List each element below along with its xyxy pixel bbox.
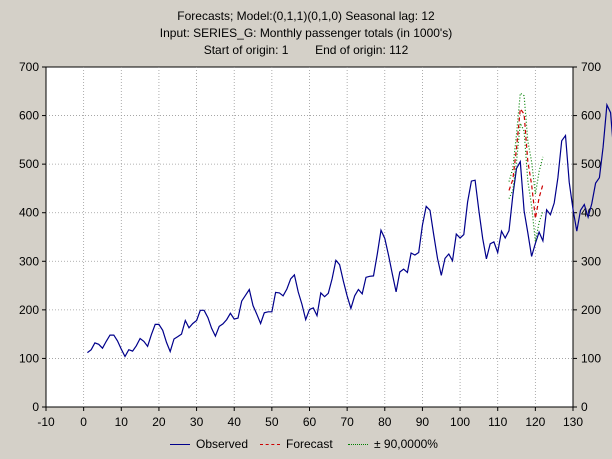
- y-tick-label-left: 400: [19, 206, 39, 220]
- x-tick-label: 100: [450, 415, 470, 429]
- legend-item-interval: ± 90,0000%: [348, 437, 438, 451]
- x-tick-label: 130: [563, 415, 583, 429]
- interval-upper-line: [508, 92, 544, 195]
- x-tick-label: 40: [228, 415, 242, 429]
- x-tick-label: -10: [37, 415, 55, 429]
- y-tick-label-right: 500: [581, 157, 601, 171]
- x-tick-label: 120: [525, 415, 545, 429]
- x-tick-label: 70: [340, 415, 354, 429]
- y-tick-label-left: 700: [19, 60, 39, 74]
- x-tick-label: 90: [416, 415, 430, 429]
- legend-swatch-forecast: [260, 444, 280, 446]
- y-tick-label-right: 300: [581, 254, 601, 268]
- x-tick-label: 0: [80, 415, 87, 429]
- legend-label-forecast: Forecast: [286, 437, 333, 451]
- x-tick-label: 110: [488, 415, 507, 429]
- x-tick-label: 30: [190, 415, 204, 429]
- y-tick-label-right: 0: [581, 400, 588, 414]
- legend-item-observed: Observed: [170, 437, 248, 451]
- y-tick-label-right: 100: [581, 351, 601, 365]
- x-tick-label: 10: [115, 415, 129, 429]
- observed-series-line: [87, 102, 612, 358]
- y-tick-label-left: 200: [19, 303, 39, 317]
- chart-title-line-1: Forecasts; Model:(0,1,1)(0,1,0) Seasonal…: [177, 9, 435, 23]
- x-tick-label: 60: [303, 415, 317, 429]
- y-tick-label-right: 600: [581, 109, 601, 123]
- y-tick-label-left: 600: [19, 109, 39, 123]
- chart-title-line-3: Start of origin: 1 End of origin: 112: [203, 43, 409, 57]
- legend-label-observed: Observed: [196, 437, 249, 451]
- y-tick-label-left: 500: [19, 157, 39, 171]
- forecast-series-line: [508, 107, 544, 219]
- legend-swatch-interval: [348, 444, 368, 446]
- y-tick-label-right: 700: [581, 60, 601, 74]
- legend-item-forecast: Forecast: [260, 437, 333, 451]
- y-tick-label-left: 300: [19, 254, 39, 268]
- chart-title-line-2: Input: SERIES_G: Monthly passenger total…: [159, 26, 453, 40]
- legend-swatch-observed: [170, 444, 190, 446]
- y-tick-label-left: 100: [19, 351, 39, 365]
- y-tick-label-right: 200: [581, 303, 601, 317]
- legend-label-interval: ± 90,0000%: [374, 437, 438, 451]
- y-tick-label-left: 0: [32, 400, 39, 414]
- x-tick-label: 50: [265, 415, 279, 429]
- x-tick-label: 20: [152, 415, 166, 429]
- x-tick-label: 80: [378, 415, 392, 429]
